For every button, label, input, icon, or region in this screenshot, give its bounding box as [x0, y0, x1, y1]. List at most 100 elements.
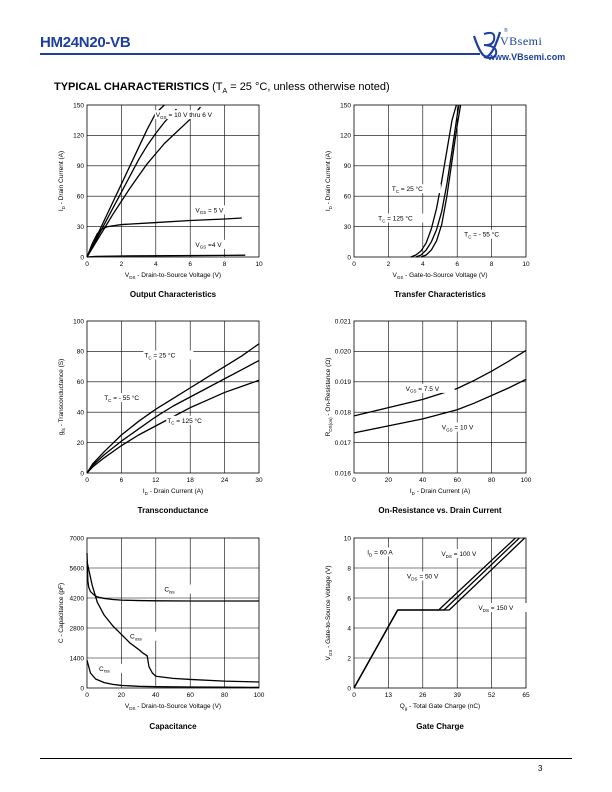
x-tick-label: 30	[255, 477, 263, 484]
plot-frame	[86, 104, 260, 258]
x-tick-label: 60	[187, 692, 195, 699]
series-line-1	[353, 378, 527, 434]
x-tick-label: 65	[522, 692, 530, 699]
annotation-label-0: TC = 25 °C	[392, 185, 423, 194]
x-axis-label: VDS - Drain-to-Source Voltage (V)	[125, 272, 221, 280]
y-tick-label: 0.016	[335, 470, 352, 477]
y-tick-label: 0.019	[335, 379, 352, 386]
footer-rule	[40, 758, 572, 759]
x-tick-label: 40	[152, 692, 160, 699]
annotation-label-1: TC = 125 °C	[378, 215, 413, 224]
series-line-1	[410, 104, 457, 258]
y-tick-label: 4	[347, 625, 351, 632]
caption-transfer-characteristics: Transfer Characteristics	[394, 290, 486, 299]
plot-frame	[353, 320, 527, 474]
y-axis-label: RDS(on) - On-Resistance (Ω)	[325, 358, 333, 437]
y-tick-label: 80	[77, 349, 85, 356]
annotation-label-0: Ciss	[164, 587, 175, 595]
y-tick-label: 2800	[70, 625, 85, 632]
annotation-label-2: TC = 125 °C	[167, 417, 202, 426]
caption-capacitance: Capacitance	[149, 722, 197, 731]
annotation-label-0: ID = 60 A	[367, 550, 393, 558]
y-tick-label: 60	[344, 194, 352, 201]
annotation-label-1: VGS = 5 V	[195, 207, 224, 215]
part-number: HM24N20-VB	[40, 34, 131, 51]
annotation-bg	[377, 213, 428, 223]
series-line-0	[86, 343, 260, 474]
annotation-label-1: Coss	[130, 634, 142, 642]
annotation-bg	[103, 393, 154, 403]
x-tick-label: 6	[120, 477, 124, 484]
header-rule	[40, 53, 480, 55]
x-tick-label: 24	[221, 477, 229, 484]
y-tick-label: 8	[347, 565, 351, 572]
series-line-1	[86, 359, 260, 474]
series-line-1	[86, 561, 260, 683]
y-tick-label: 60	[77, 379, 85, 386]
x-tick-label: 0	[85, 261, 89, 268]
website-link[interactable]: www.VBsemi.com	[488, 52, 566, 62]
section-title-text: TYPICAL CHARACTERISTICS	[54, 81, 210, 93]
x-tick-label: 2	[120, 261, 124, 268]
x-tick-label: 80	[488, 477, 496, 484]
series-line-3	[86, 217, 242, 258]
y-tick-label: 5600	[70, 565, 85, 572]
caption-transconductance: Transconductance	[137, 506, 209, 515]
x-axis-label: Qg - Total Gate Charge (nC)	[400, 703, 480, 711]
y-tick-label: 0.021	[335, 318, 352, 325]
page-number: 3	[538, 764, 543, 773]
x-tick-label: 52	[488, 692, 496, 699]
x-tick-label: 10	[255, 261, 263, 268]
x-tick-label: 6	[455, 261, 459, 268]
y-tick-label: 0	[80, 254, 84, 261]
y-tick-label: 150	[340, 102, 351, 109]
annotation-label-1: VGS = 10 V	[442, 425, 474, 433]
x-axis-label: VGS - Gate-to-Source Voltage (V)	[392, 272, 487, 280]
x-tick-label: 100	[254, 692, 265, 699]
y-tick-label: 30	[344, 224, 352, 231]
section-title: TYPICAL CHARACTERISTICS (TA = 25 °C, unl…	[54, 81, 390, 95]
x-tick-label: 10	[522, 261, 530, 268]
x-tick-label: 12	[152, 477, 160, 484]
annotation-bg	[477, 603, 528, 612]
annotation-bg	[440, 549, 491, 558]
x-tick-label: 20	[118, 692, 126, 699]
y-tick-label: 1400	[70, 655, 85, 662]
y-tick-label: 0	[80, 470, 84, 477]
x-tick-label: 13	[385, 692, 393, 699]
series-line-0	[353, 349, 527, 417]
annotation-bg	[98, 663, 149, 673]
x-tick-label: 4	[421, 261, 425, 268]
y-axis-label: ID - Drain Current (A)	[58, 151, 66, 211]
x-axis-label: ID - Drain Current (A)	[143, 488, 203, 496]
annotation-bg	[194, 239, 245, 249]
annotation-bg	[163, 584, 214, 594]
annotation-bg	[366, 547, 417, 557]
y-tick-label: 0	[347, 685, 351, 692]
section-condition: (TA = 25 °C, unless otherwise noted)	[212, 81, 390, 96]
x-tick-label: 0	[85, 477, 89, 484]
y-tick-label: 10	[344, 535, 352, 542]
annotation-bg	[194, 205, 245, 215]
x-tick-label: 80	[221, 692, 229, 699]
x-tick-label: 0	[352, 261, 356, 268]
x-tick-label: 4	[154, 261, 158, 268]
y-tick-label: 0	[80, 685, 84, 692]
series-line-0	[415, 104, 460, 258]
annotation-bg	[154, 110, 205, 120]
y-tick-label: 90	[344, 163, 352, 170]
annotation-label-1: VDS = 100 V	[441, 551, 477, 559]
x-tick-label: 18	[187, 477, 195, 484]
annotation-bg	[463, 229, 514, 239]
series-line-2	[353, 537, 526, 689]
series-line-1	[353, 537, 520, 689]
series-line-0	[86, 552, 259, 602]
annotation-bg	[166, 415, 217, 425]
annotation-bg	[440, 422, 491, 432]
x-tick-label: 100	[521, 477, 532, 484]
annotation-label-0: VGS = 10 V thru 6 V	[156, 112, 213, 120]
annotation-label-2: TC = - 55 °C	[464, 231, 499, 240]
